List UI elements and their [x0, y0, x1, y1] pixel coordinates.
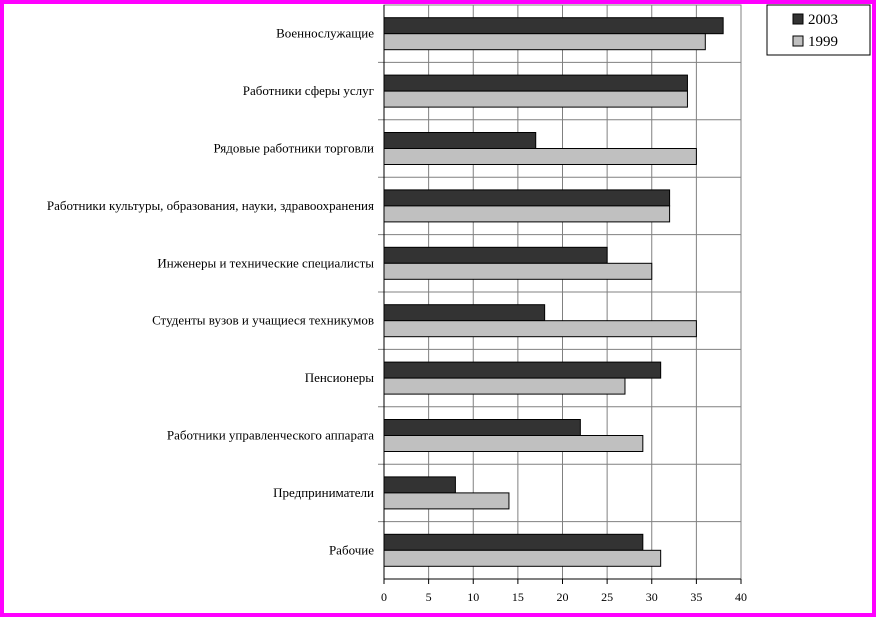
bar-2003	[383, 304, 546, 322]
bar-2003	[383, 419, 581, 436]
legend-box	[766, 4, 871, 56]
bar-1999	[383, 262, 653, 280]
bar-1999	[383, 377, 626, 395]
bar-1999	[383, 33, 706, 51]
bar-2003	[383, 533, 644, 551]
x-tick-label: 0	[381, 590, 387, 604]
category-labels: Военнослужащие Работники сферы услуг Рядов…	[47, 26, 374, 558]
bar-1999	[383, 549, 662, 567]
x-tick-label: 15	[512, 590, 524, 604]
bar-1999	[383, 320, 697, 338]
bar-2003	[383, 74, 688, 92]
bar-2003	[383, 17, 724, 35]
x-tick-label: 25	[601, 590, 613, 604]
x-tick-label: 35	[690, 590, 702, 604]
legend-swatch-1999	[792, 35, 804, 47]
x-tick-label: 20	[557, 590, 569, 604]
category-label: Работники сферы услуг	[243, 83, 374, 98]
x-tick-label: 30	[646, 590, 658, 604]
bar-2003	[383, 132, 537, 149]
bar-1999	[383, 90, 688, 108]
legend: 2003 1999	[766, 4, 871, 56]
bar-2003	[383, 189, 671, 207]
bars	[383, 17, 724, 567]
category-label: Студенты вузов и учащиеся техникумов	[152, 313, 374, 328]
bar-2003	[383, 476, 456, 494]
category-label: Пенсионеры	[305, 370, 375, 385]
x-tick-label: 40	[735, 590, 747, 604]
x-axis: 0 5 10 15 20 25 30 35 40	[381, 5, 747, 604]
category-label: Рядовые работники торговли	[214, 141, 375, 156]
bar-1999	[383, 492, 510, 510]
category-label: Работники управленческого аппарата	[167, 428, 374, 443]
x-tick-label: 5	[426, 590, 432, 604]
category-label: Предприниматели	[273, 485, 374, 500]
legend-swatch-2003	[792, 13, 804, 25]
category-label: Рабочие	[329, 542, 374, 557]
category-label: Работники культуры, образования, науки, …	[47, 198, 374, 213]
x-tick-label: 10	[467, 590, 479, 604]
bar-1999	[383, 435, 644, 452]
legend-label-2003: 2003	[808, 12, 838, 28]
bar-1999	[383, 205, 671, 223]
bar-2003	[383, 246, 608, 264]
category-label: Военнослужащие	[276, 26, 374, 41]
category-label: Инженеры и технические специалисты	[157, 255, 374, 270]
legend-label-1999: 1999	[808, 34, 838, 50]
bar-2003	[383, 361, 662, 379]
bar-1999	[383, 148, 697, 165]
